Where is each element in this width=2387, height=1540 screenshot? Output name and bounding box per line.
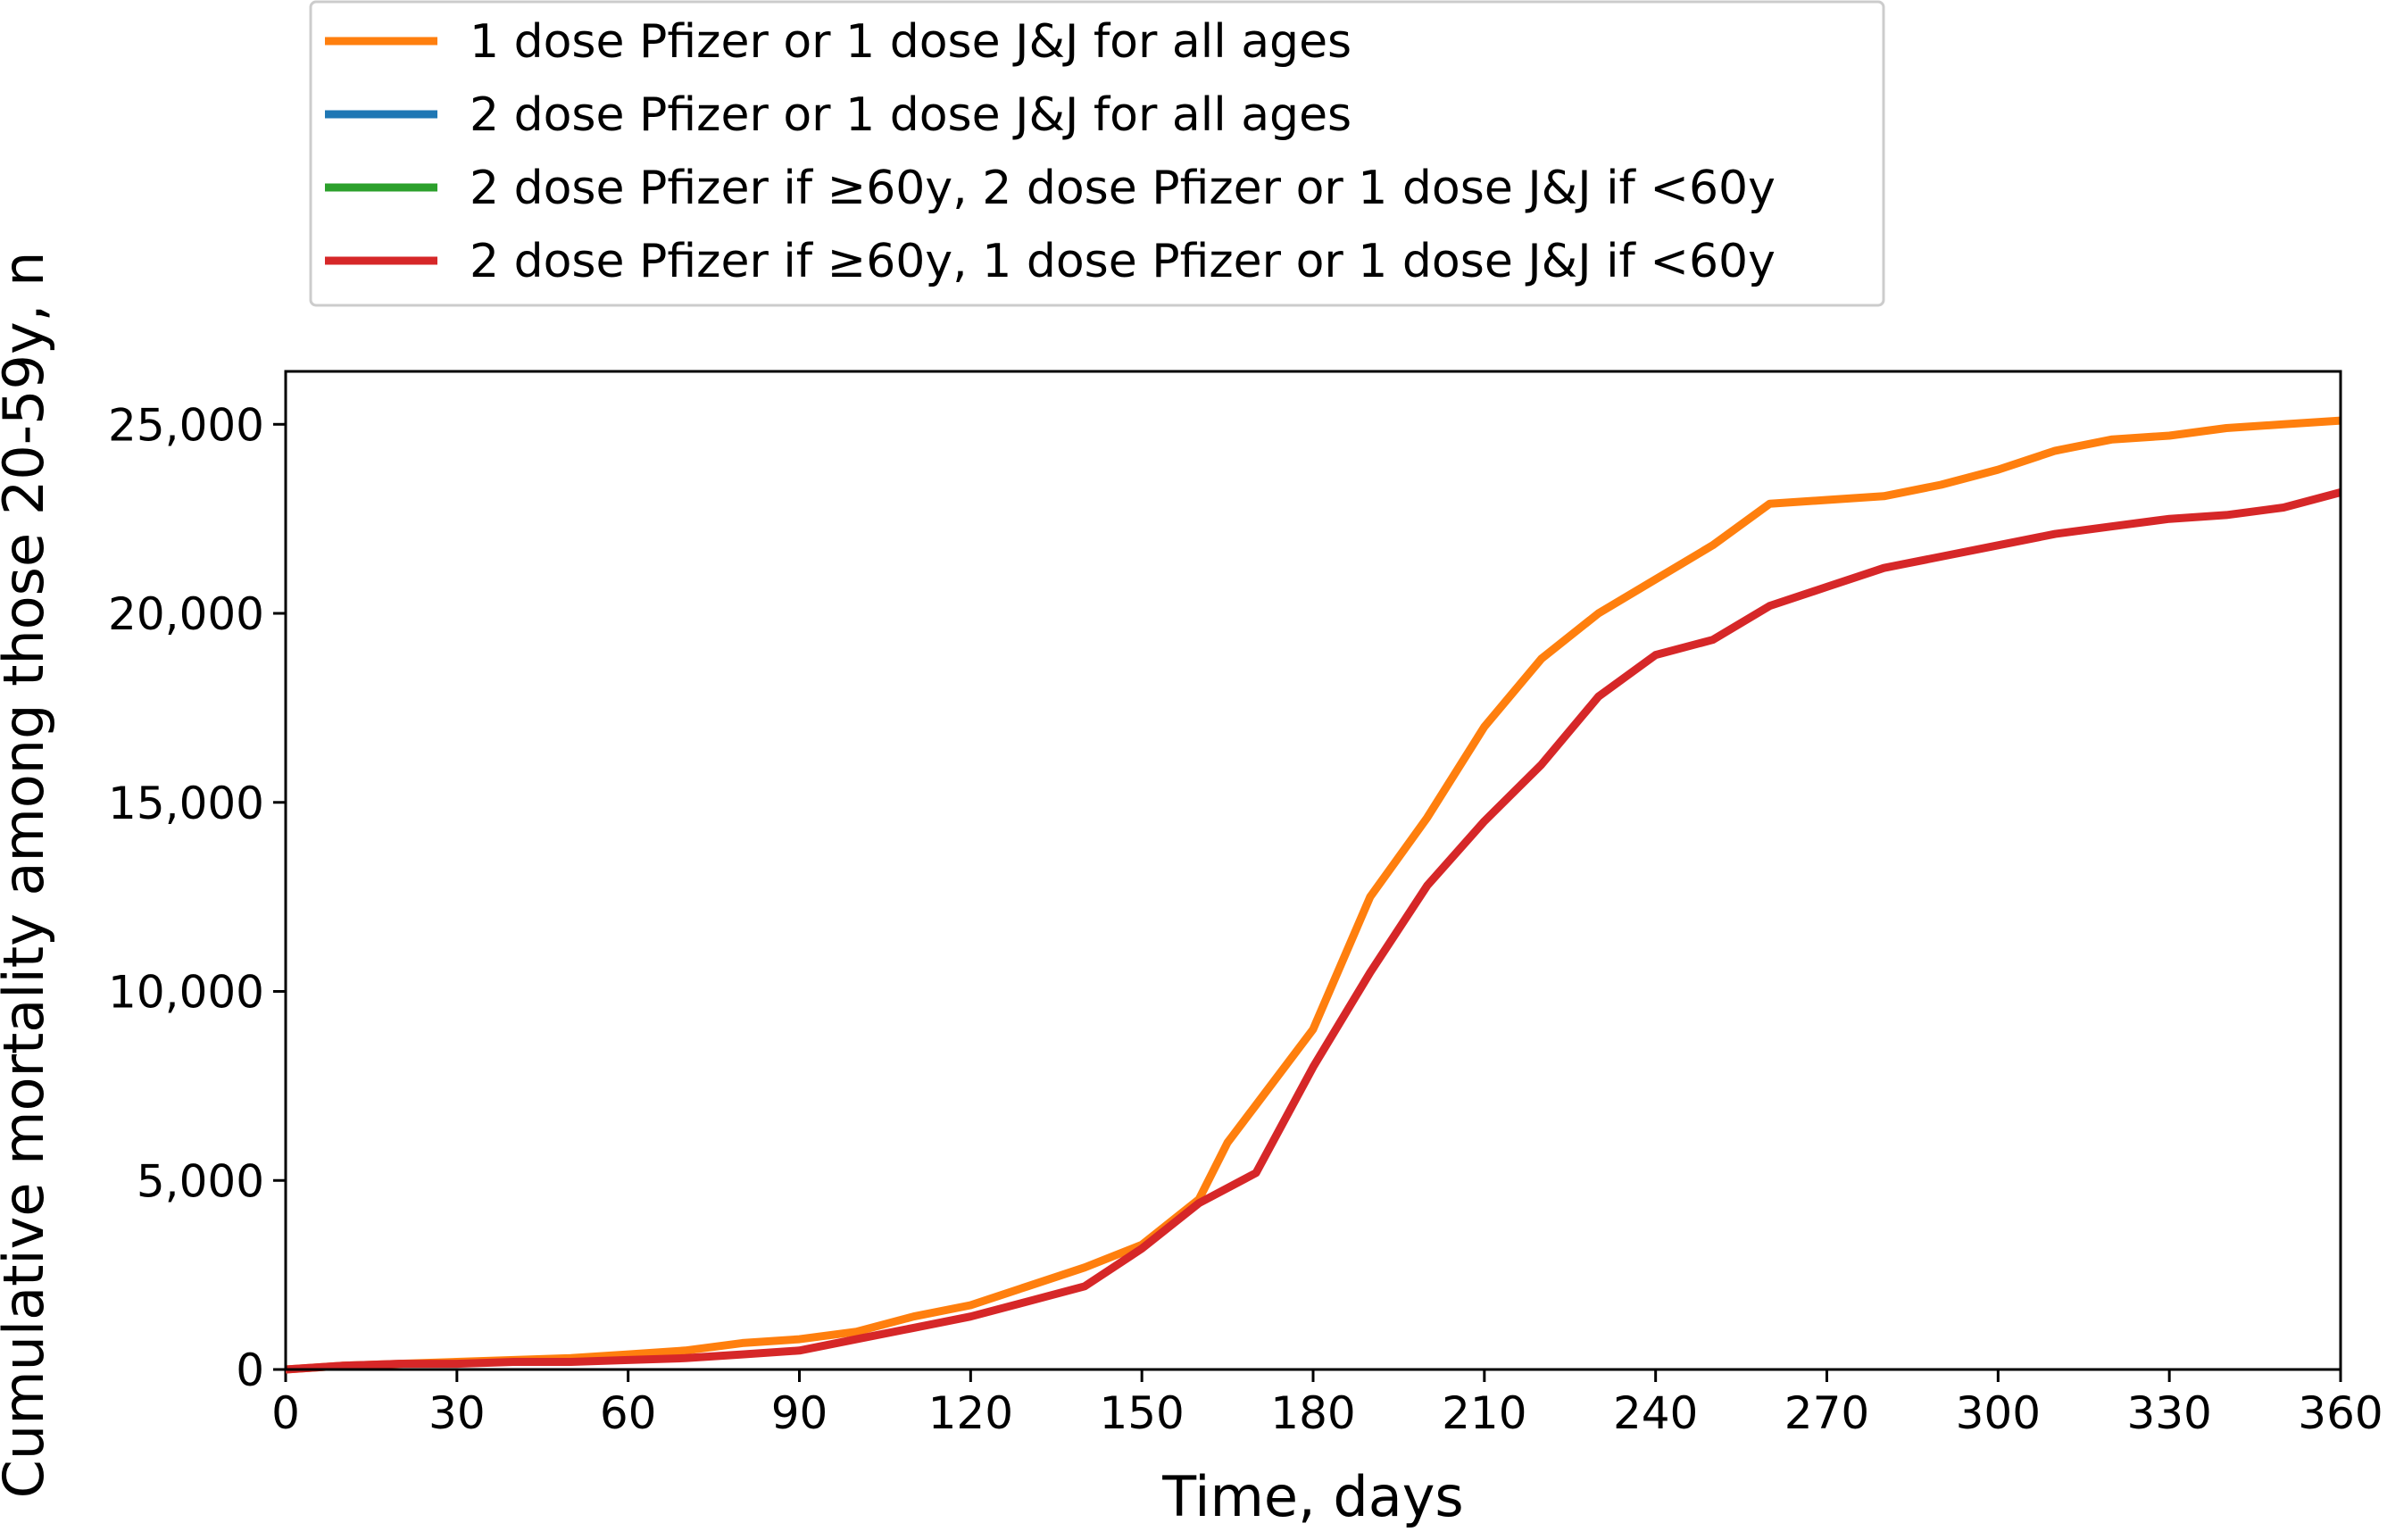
x-tick-label: 330: [2126, 1387, 2211, 1439]
y-axis-label: Cumulative mortality among those 20-59y,…: [0, 252, 56, 1499]
x-tick-label: 270: [1784, 1387, 1869, 1439]
x-tick-label: 180: [1270, 1387, 1355, 1439]
x-tick-label: 210: [1442, 1387, 1526, 1439]
legend-frame: [309, 0, 1885, 307]
x-tick-label: 0: [271, 1387, 300, 1439]
x-tick-label: 300: [1956, 1387, 2041, 1439]
x-axis-label: Time, days: [1161, 1464, 1464, 1529]
y-tick-label: 0: [236, 1344, 264, 1396]
x-tick-label: 120: [928, 1387, 1013, 1439]
legend-label-1: 2 dose Pfizer or 1 dose J&J for all ages: [470, 88, 1352, 142]
y-tick-label: 5,000: [137, 1155, 264, 1207]
x-tick-label: 240: [1613, 1387, 1698, 1439]
y-tick-label: 10,000: [108, 967, 264, 1019]
y-tick-label: 20,000: [108, 588, 264, 640]
legend-label-3: 2 dose Pfizer if ≥60y, 1 dose Pfizer or …: [470, 235, 1776, 288]
x-tick-label: 60: [600, 1387, 657, 1439]
x-tick-label: 360: [2298, 1387, 2383, 1439]
y-tick-label: 25,000: [108, 399, 264, 451]
plot-lines: [285, 416, 2342, 1374]
legend-label-0: 1 dose Pfizer or 1 dose J&J for all ages: [470, 15, 1352, 69]
series-line-0: [285, 416, 2341, 1374]
plot-frame: [284, 370, 2342, 1371]
y-tick-label: 15,000: [108, 778, 264, 829]
x-tick-label: 150: [1099, 1387, 1184, 1439]
x-tick-label: 90: [771, 1387, 828, 1439]
x-tick-label: 30: [428, 1387, 486, 1439]
series-line-3: [285, 488, 2342, 1374]
legend-label-2: 2 dose Pfizer if ≥60y, 2 dose Pfizer or …: [470, 162, 1776, 215]
legend: 1 dose Pfizer or 1 dose J&J for all ages…: [309, 0, 1885, 307]
axis-ticks: 0 30 60 90 120 150 180 210 240 270 300 330 360 0 5,000…: [108, 399, 2383, 1439]
